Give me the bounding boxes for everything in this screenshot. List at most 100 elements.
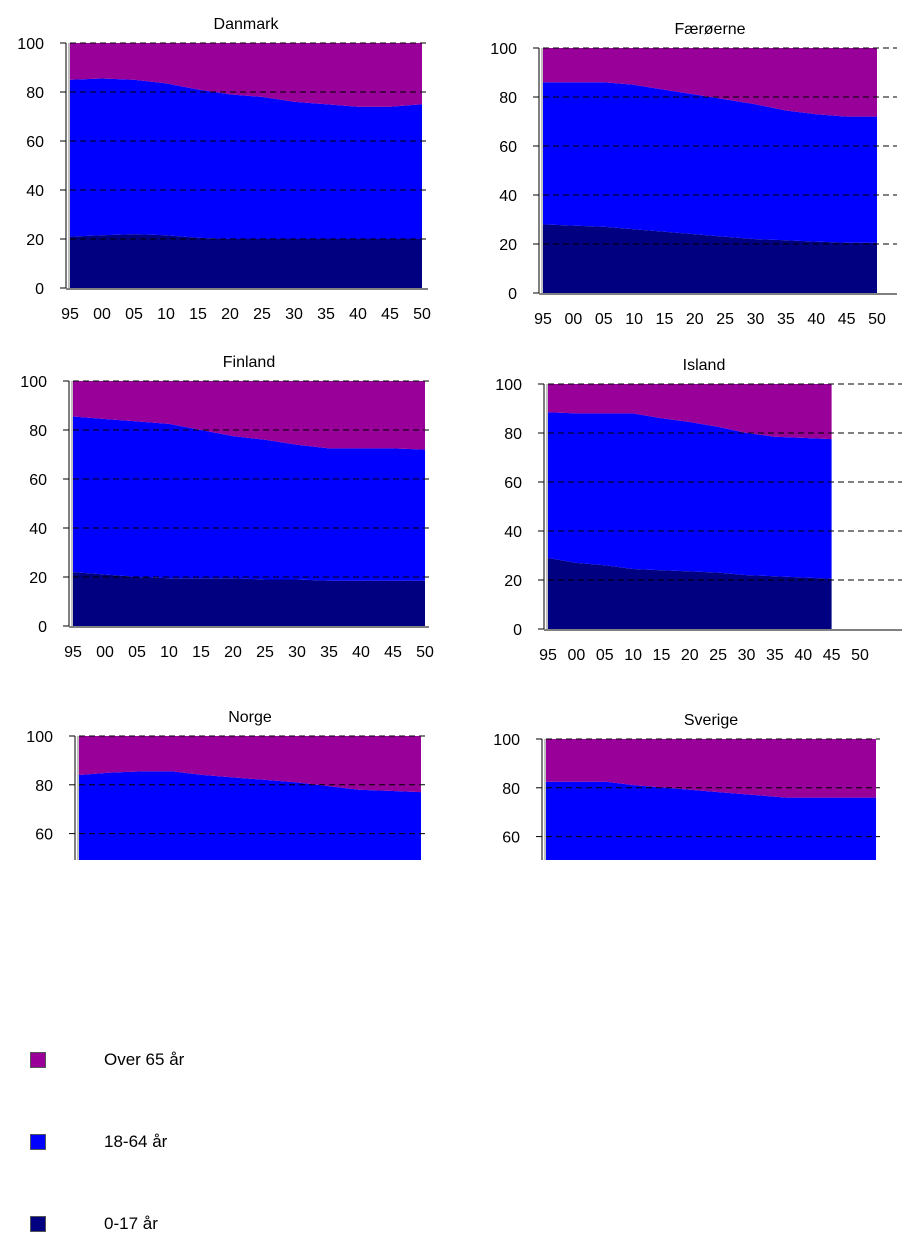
x-tick-label: 25	[709, 647, 727, 664]
y-tick-label: 80	[29, 423, 47, 440]
area-over-65-r	[79, 736, 421, 793]
area-18-64-r	[543, 82, 877, 243]
area-18-64-r	[546, 781, 876, 860]
legend-swatch-over-65	[30, 1052, 46, 1068]
y-tick-label: 100	[20, 374, 47, 391]
y-tick-label: 100	[490, 41, 517, 58]
x-tick-label: 50	[851, 647, 869, 664]
y-tick-label: 60	[35, 827, 53, 844]
area-18-64-r	[70, 78, 422, 239]
x-tick-label: 20	[681, 647, 699, 664]
x-tick-label: 25	[716, 311, 734, 328]
area-0-17-r	[70, 234, 422, 288]
x-tick-label: 00	[564, 311, 582, 328]
y-tick-label: 40	[504, 524, 522, 541]
x-tick-label: 40	[349, 306, 367, 323]
x-tick-label: 15	[192, 644, 210, 661]
y-tick-label: 80	[35, 778, 53, 795]
x-tick-label: 35	[320, 644, 338, 661]
y-tick-label: 40	[499, 188, 517, 205]
x-tick-label: 30	[738, 647, 756, 664]
area-18-64-r	[548, 412, 832, 579]
y-tick-label: 20	[29, 570, 47, 587]
chart-sverige: Sverige020406080100950005101520253035404…	[493, 712, 880, 860]
x-tick-label: 30	[747, 311, 765, 328]
legend-item-0-17: 0-17 år	[30, 1214, 330, 1234]
x-tick-label: 10	[624, 647, 642, 664]
y-tick-label: 80	[504, 426, 522, 443]
x-tick-label: 35	[766, 647, 784, 664]
area-0-17-r	[543, 224, 877, 293]
x-tick-label: 45	[381, 306, 399, 323]
y-tick-label: 100	[493, 732, 520, 749]
y-tick-label: 0	[513, 622, 522, 639]
x-tick-label: 20	[686, 311, 704, 328]
area-over-65-r	[543, 48, 877, 117]
x-tick-label: 95	[64, 644, 82, 661]
x-tick-label: 40	[807, 311, 825, 328]
y-tick-label: 60	[26, 134, 44, 151]
x-tick-label: 50	[416, 644, 434, 661]
y-tick-label: 0	[38, 619, 47, 636]
chart-island: Island 0 20 40 60 80 100 95 00 05 10 15 20 25 30 35 40 45…	[495, 357, 902, 664]
y-tick-label: 60	[499, 139, 517, 156]
x-tick-label: 40	[794, 647, 812, 664]
x-tick-label: 10	[157, 306, 175, 323]
x-tick-label: 05	[596, 647, 614, 664]
legend-item-over-65: Over 65 år	[30, 1050, 330, 1070]
x-tick-label: 20	[224, 644, 242, 661]
y-tick-label: 100	[495, 377, 522, 394]
area-over-65-r	[73, 381, 425, 450]
y-tick-label: 100	[26, 729, 53, 746]
area-over-65-r	[546, 739, 876, 798]
chart-f-r-erne: Færøerne 0 20 40 60 80 100 95 00 05 10 15 20 25 30 35 40…	[490, 21, 897, 328]
x-tick-label: 95	[61, 306, 79, 323]
y-tick-label: 20	[504, 573, 522, 590]
chart-title: Island	[683, 357, 726, 374]
chart-title: Finland	[223, 354, 275, 371]
x-tick-label: 45	[384, 644, 402, 661]
chart-title: Danmark	[214, 16, 280, 33]
y-tick-label: 0	[508, 286, 517, 303]
area-0-17-r	[548, 558, 832, 629]
x-tick-label: 00	[567, 647, 585, 664]
legend-swatch-0-17	[30, 1216, 46, 1232]
y-tick-label: 60	[29, 472, 47, 489]
y-tick-label: 60	[502, 830, 520, 847]
x-tick-label: 30	[285, 306, 303, 323]
x-tick-label: 10	[625, 311, 643, 328]
y-tick-label: 40	[29, 521, 47, 538]
legend-item-18-64: 18-64 år	[30, 1132, 330, 1152]
legend-swatch-18-64	[30, 1134, 46, 1150]
x-tick-label: 25	[256, 644, 274, 661]
legend-label-over-65: Over 65 år	[104, 1050, 185, 1069]
legend-label-18-64: 18-64 år	[104, 1132, 168, 1151]
area-18-64-r	[79, 771, 421, 860]
y-tick-label: 0	[35, 281, 44, 298]
y-tick-label: 20	[26, 232, 44, 249]
x-tick-label: 50	[413, 306, 431, 323]
y-tick-label: 80	[26, 85, 44, 102]
chart-title: Sverige	[684, 712, 738, 729]
chart-title: Færøerne	[674, 21, 745, 38]
x-tick-label: 05	[125, 306, 143, 323]
y-tick-label: 60	[504, 475, 522, 492]
chart-finland: Finland 0 20 40 60 80 100 95 00 05 10 15 20 25 30 35 40 4…	[20, 354, 434, 661]
x-tick-label: 15	[189, 306, 207, 323]
x-tick-label: 30	[288, 644, 306, 661]
area-18-64-r	[73, 416, 425, 581]
x-tick-label: 35	[317, 306, 335, 323]
y-tick-label: 80	[499, 90, 517, 107]
x-tick-label: 45	[823, 647, 841, 664]
x-tick-label: 20	[221, 306, 239, 323]
x-tick-label: 00	[96, 644, 114, 661]
x-tick-label: 05	[128, 644, 146, 661]
chart-title: Norge	[228, 709, 272, 726]
x-tick-label: 50	[868, 311, 886, 328]
x-tick-label: 15	[656, 311, 674, 328]
chart-danmark: Danmark 0 20 40 60 80 100 95 00 05 10 15 20 25 30 35 40 4…	[17, 16, 431, 323]
x-tick-label: 00	[93, 306, 111, 323]
x-tick-label: 05	[595, 311, 613, 328]
x-tick-label: 95	[534, 311, 552, 328]
